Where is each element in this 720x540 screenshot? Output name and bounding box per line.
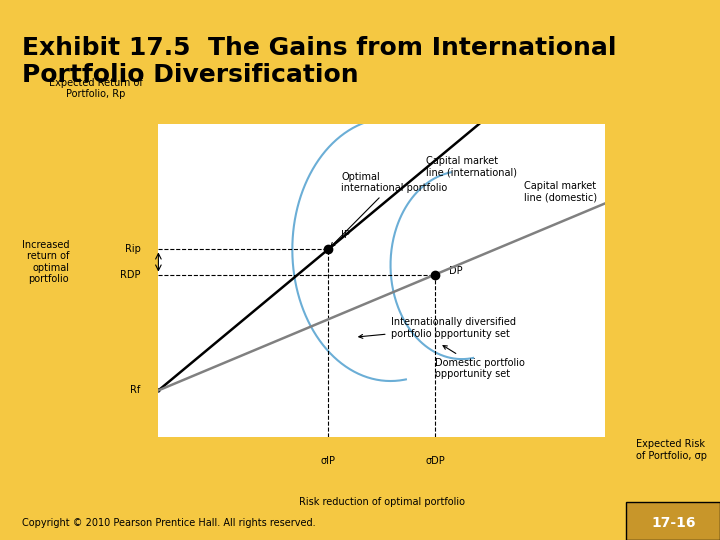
Text: Expected Return of
Portfolio, Rp: Expected Return of Portfolio, Rp: [49, 78, 143, 99]
Text: σDP: σDP: [426, 456, 445, 466]
Text: Domestic portfolio
opportunity set: Domestic portfolio opportunity set: [435, 346, 525, 379]
Text: Rip: Rip: [125, 245, 140, 254]
Text: 17-16: 17-16: [651, 516, 696, 530]
Text: σIP: σIP: [320, 456, 336, 466]
Text: Optimal
international portfolio: Optimal international portfolio: [331, 172, 448, 247]
Text: IP: IP: [341, 230, 351, 240]
Text: Capital market
line (international): Capital market line (international): [426, 156, 517, 177]
Text: Rf: Rf: [130, 386, 140, 395]
Text: Capital market
line (domestic): Capital market line (domestic): [524, 180, 598, 202]
Text: RDP: RDP: [120, 269, 140, 280]
Text: Internationally diversified
portfolio opportunity set: Internationally diversified portfolio op…: [359, 317, 516, 339]
Text: Exhibit 17.5  The Gains from International
Portfolio Diversification: Exhibit 17.5 The Gains from Internationa…: [22, 36, 616, 87]
Text: Expected Risk
of Portfolio, σp: Expected Risk of Portfolio, σp: [636, 439, 707, 461]
Text: DP: DP: [449, 266, 462, 276]
Text: Risk reduction of optimal portfolio: Risk reduction of optimal portfolio: [299, 497, 464, 507]
Text: Copyright © 2010 Pearson Prentice Hall. All rights reserved.: Copyright © 2010 Pearson Prentice Hall. …: [22, 518, 315, 528]
FancyBboxPatch shape: [626, 502, 720, 540]
Text: Increased
return of
optimal
portfolio: Increased return of optimal portfolio: [22, 240, 69, 285]
